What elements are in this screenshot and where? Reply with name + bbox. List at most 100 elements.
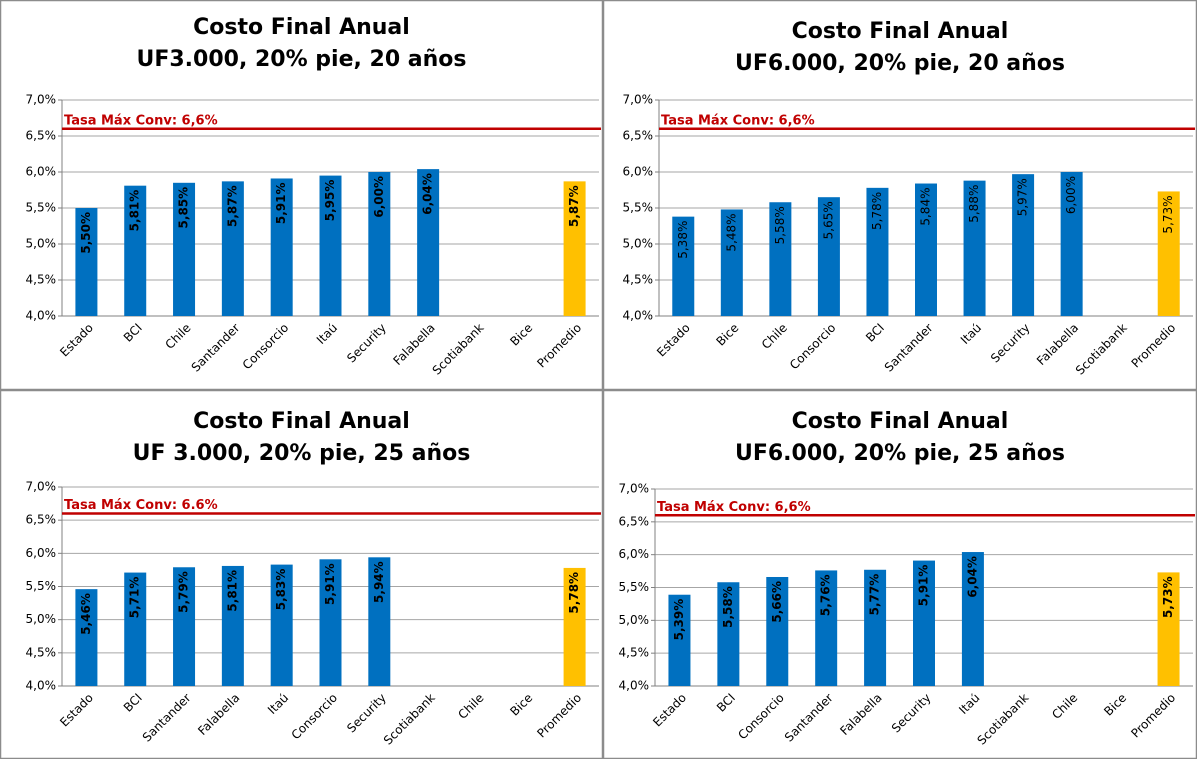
bar bbox=[866, 187, 889, 316]
x-tick-label: Scotiabank bbox=[975, 691, 1032, 748]
value-label: 5,58% bbox=[721, 586, 735, 628]
y-tick-label: 6,5% bbox=[623, 129, 654, 143]
panel-border bbox=[0, 0, 604, 391]
y-tick-label: 6,0% bbox=[26, 546, 57, 560]
x-tick-label: Promedio bbox=[534, 321, 584, 371]
chart-subtitle: UF3.000, 20% pie, 20 años bbox=[136, 47, 466, 72]
chart-title: Costo Final Anual bbox=[193, 409, 410, 434]
value-label: 5,81% bbox=[225, 570, 239, 612]
x-tick-label: Bice bbox=[507, 691, 535, 719]
bar bbox=[720, 209, 743, 316]
x-tick-label: Itaú bbox=[958, 321, 984, 347]
y-tick-label: 5,0% bbox=[623, 237, 654, 251]
bar bbox=[1012, 174, 1035, 316]
x-tick-label: Security bbox=[889, 691, 934, 736]
x-tick-label: Promedio bbox=[1128, 691, 1178, 741]
chart-subtitle: UF 3.000, 20% pie, 25 años bbox=[133, 441, 471, 466]
x-tick-label: Falabella bbox=[195, 691, 242, 738]
chart-title: Costo Final Anual bbox=[792, 19, 1009, 44]
y-tick-label: 7,0% bbox=[623, 93, 654, 107]
value-label: 5,79% bbox=[177, 571, 191, 613]
bar bbox=[963, 180, 986, 316]
x-tick-label: Falabella bbox=[1034, 321, 1081, 368]
y-tick-label: 5,5% bbox=[619, 580, 650, 594]
x-tick-label: BCI bbox=[121, 321, 145, 345]
bar bbox=[124, 185, 147, 316]
x-tick-label: Santander bbox=[189, 321, 243, 375]
value-label: 5,83% bbox=[274, 569, 288, 611]
bar bbox=[319, 175, 342, 316]
value-label: 5,65% bbox=[821, 201, 835, 239]
x-tick-label: Itaú bbox=[265, 691, 291, 717]
chart-panel: Costo Final Anual UF3.000, 20% pie, 20 añ… bbox=[0, 0, 604, 391]
bar bbox=[221, 565, 244, 686]
value-label: 5,85% bbox=[177, 187, 191, 229]
y-tick-label: 6,5% bbox=[26, 129, 57, 143]
x-tick-label: BCI bbox=[121, 691, 145, 715]
bar bbox=[563, 181, 586, 316]
bar bbox=[1157, 572, 1180, 686]
x-tick-label: BCI bbox=[863, 321, 887, 345]
bar bbox=[672, 216, 695, 316]
bar bbox=[766, 576, 789, 686]
y-tick-label: 4,0% bbox=[26, 309, 57, 323]
bar bbox=[915, 183, 937, 316]
bar bbox=[173, 567, 196, 686]
value-label: 5,73% bbox=[1161, 576, 1175, 618]
bar bbox=[368, 557, 391, 686]
value-label: 6,04% bbox=[965, 556, 979, 598]
bar bbox=[815, 570, 838, 686]
y-tick-label: 4,0% bbox=[623, 309, 654, 323]
x-tick-label: Chile bbox=[1049, 691, 1080, 722]
x-tick-label: Santander bbox=[882, 321, 936, 375]
x-tick-label: Security bbox=[988, 321, 1033, 366]
bar bbox=[221, 181, 244, 316]
bar bbox=[75, 589, 98, 686]
y-tick-label: 6,0% bbox=[26, 165, 57, 179]
y-tick-label: 4,5% bbox=[623, 273, 654, 287]
value-label: 5,91% bbox=[323, 563, 337, 605]
bar bbox=[717, 582, 740, 686]
value-label: 5,38% bbox=[676, 221, 690, 259]
value-label: 5,73% bbox=[1161, 195, 1175, 233]
y-tick-label: 5,5% bbox=[623, 201, 654, 215]
x-tick-label: BCI bbox=[714, 691, 738, 715]
chart-panel: Costo Final Anual UF6.000, 20% pie, 25 añ… bbox=[602, 389, 1197, 759]
value-label: 5,58% bbox=[773, 206, 787, 244]
x-tick-label: Security bbox=[344, 691, 389, 736]
chart-subtitle: UF6.000, 20% pie, 25 años bbox=[735, 441, 1065, 466]
bar bbox=[173, 182, 196, 316]
reference-label: Tasa Máx Conv: 6,6% bbox=[64, 113, 218, 128]
y-tick-label: 5,5% bbox=[26, 201, 57, 215]
bar bbox=[668, 594, 691, 686]
x-tick-label: Consorcio bbox=[787, 321, 839, 373]
bar bbox=[563, 567, 586, 686]
x-tick-label: Scotiabank bbox=[381, 691, 438, 748]
y-tick-label: 4,0% bbox=[619, 679, 650, 693]
x-tick-label: Santander bbox=[782, 691, 836, 745]
value-label: 5,48% bbox=[724, 213, 738, 251]
y-tick-label: 7,0% bbox=[26, 480, 57, 494]
chart-title: Costo Final Anual bbox=[193, 15, 410, 40]
reference-label: Tasa Máx Conv: 6,6% bbox=[661, 113, 815, 128]
value-label: 5,66% bbox=[770, 581, 784, 623]
x-tick-label: Itaú bbox=[314, 321, 340, 347]
value-label: 6,00% bbox=[372, 176, 386, 218]
chart-subtitle: UF6.000, 20% pie, 20 años bbox=[735, 51, 1065, 76]
x-tick-label: Scotiabank bbox=[1073, 321, 1130, 378]
y-tick-label: 6,5% bbox=[619, 514, 650, 528]
value-label: 5,78% bbox=[870, 192, 884, 230]
value-label: 5,71% bbox=[128, 577, 142, 619]
x-tick-label: Bice bbox=[713, 321, 741, 349]
value-label: 5,46% bbox=[79, 593, 93, 635]
x-tick-label: Estado bbox=[57, 321, 96, 360]
y-tick-label: 5,0% bbox=[619, 613, 650, 627]
value-label: 5,94% bbox=[372, 561, 386, 603]
y-tick-label: 6,0% bbox=[619, 547, 650, 561]
x-tick-label: Promedio bbox=[1129, 321, 1179, 371]
value-label: 5,97% bbox=[1016, 178, 1030, 216]
y-tick-label: 4,0% bbox=[26, 679, 57, 693]
y-tick-label: 5,0% bbox=[26, 237, 57, 251]
value-label: 5,50% bbox=[79, 212, 93, 254]
